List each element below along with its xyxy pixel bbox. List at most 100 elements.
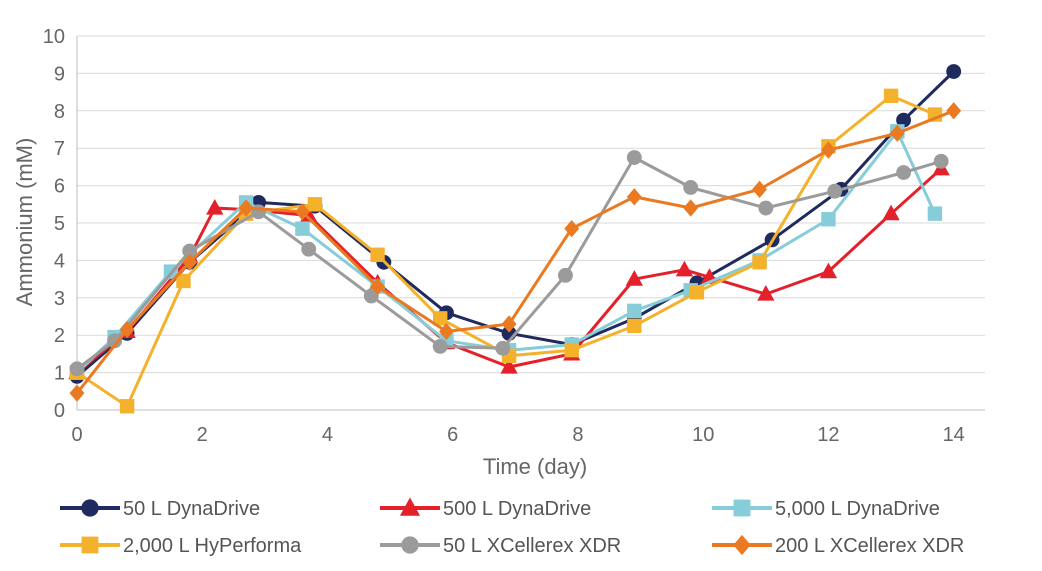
- data-point: [627, 303, 642, 319]
- data-point: [675, 260, 694, 277]
- data-point: [752, 180, 768, 198]
- data-point: [564, 342, 579, 358]
- data-point: [370, 277, 386, 296]
- data-point: [927, 206, 943, 221]
- data-point: [757, 285, 775, 301]
- data-point: [819, 262, 838, 279]
- y-tick-label: 1: [54, 363, 65, 385]
- data-point: [495, 340, 511, 356]
- data-point: [119, 399, 135, 414]
- legend-label: 50 L XCellerex XDR: [443, 535, 621, 557]
- data-point: [896, 165, 912, 180]
- data-point: [683, 199, 699, 217]
- legend-label: 2,000 L HyPerforma: [123, 535, 302, 557]
- data-point: [889, 124, 905, 142]
- series-lines: [68, 64, 962, 414]
- legend-label: 500 L DynaDrive: [443, 498, 591, 520]
- data-point: [627, 318, 642, 334]
- data-point: [439, 322, 454, 341]
- x-tick-label: 10: [692, 424, 714, 446]
- data-point: [827, 183, 843, 199]
- data-point: [752, 255, 767, 270]
- y-tick-label: 7: [54, 138, 65, 160]
- axes: [76, 36, 985, 411]
- data-point: [821, 212, 836, 227]
- legend-item: 500 L DynaDrive: [380, 497, 591, 520]
- data-point: [883, 88, 899, 104]
- data-point: [946, 64, 962, 79]
- legend-item: 2,000 L HyPerforma: [60, 535, 302, 557]
- data-point: [432, 338, 448, 354]
- y-tick-label: 2: [54, 325, 65, 347]
- data-point: [295, 221, 310, 236]
- y-tick-label: 0: [54, 400, 65, 422]
- legend-item: 50 L XCellerex XDR: [380, 535, 621, 557]
- data-point: [558, 267, 573, 283]
- data-point: [758, 200, 774, 216]
- data-point: [501, 315, 517, 333]
- data-point: [625, 270, 643, 286]
- data-point: [821, 141, 836, 159]
- data-point: [206, 199, 224, 215]
- data-point: [896, 112, 912, 128]
- data-point: [238, 199, 254, 217]
- x-tick-label: 8: [572, 424, 583, 446]
- x-tick-label: 14: [943, 424, 965, 446]
- data-point: [251, 204, 267, 220]
- data-point: [176, 273, 191, 289]
- legend-item: 5,000 L DynaDrive: [712, 498, 940, 520]
- data-point: [882, 204, 900, 221]
- data-point: [107, 333, 123, 349]
- legend-marker: [399, 497, 421, 516]
- x-tick-label: 2: [197, 424, 208, 446]
- legend-label: 5,000 L DynaDrive: [775, 498, 940, 520]
- x-axis-title: Time (day): [483, 454, 587, 479]
- y-tick-label: 3: [54, 288, 65, 310]
- data-point: [370, 247, 385, 262]
- legend-marker: [81, 536, 99, 554]
- y-tick-label: 6: [54, 176, 65, 198]
- legend-marker: [81, 499, 99, 517]
- x-tick-label: 4: [322, 424, 333, 446]
- y-tick-label: 4: [54, 250, 65, 272]
- data-point: [69, 361, 85, 377]
- y-tick-label: 5: [54, 213, 65, 235]
- legend-marker: [401, 536, 419, 554]
- data-point: [69, 384, 85, 402]
- x-tick-label: 0: [71, 424, 82, 446]
- data-point: [294, 203, 310, 221]
- data-point: [933, 153, 949, 169]
- data-point: [626, 188, 642, 206]
- y-tick-label: 8: [54, 101, 65, 123]
- legend-label: 200 L XCellerex XDR: [775, 535, 964, 557]
- data-point: [564, 219, 580, 238]
- gridlines: [77, 35, 985, 411]
- data-point: [626, 150, 642, 165]
- data-point: [500, 357, 518, 374]
- legend-marker: [733, 534, 751, 556]
- data-point: [307, 197, 323, 212]
- legend: 50 L DynaDrive 500 L DynaDrive 5,000 L Dyn…: [60, 497, 964, 557]
- legend-label: 50 L DynaDrive: [123, 498, 260, 520]
- data-point: [119, 320, 135, 339]
- y-tick-label: 10: [43, 26, 65, 48]
- series-6: [69, 102, 962, 402]
- y-axis-title: Ammonium (mM): [12, 138, 37, 307]
- data-point: [301, 241, 317, 257]
- data-point: [300, 206, 318, 223]
- legend-marker: [733, 499, 751, 517]
- data-point: [689, 284, 705, 300]
- x-tick-label: 12: [817, 424, 839, 446]
- data-point: [683, 180, 699, 195]
- legend-item: 50 L DynaDrive: [60, 498, 260, 520]
- data-point: [182, 243, 198, 259]
- data-point: [182, 253, 198, 271]
- y-tick-label: 9: [54, 63, 65, 85]
- data-point: [946, 102, 962, 120]
- x-tick-label: 6: [447, 424, 458, 446]
- legend-item: 200 L XCellerex XDR: [712, 534, 964, 557]
- data-point: [433, 311, 448, 326]
